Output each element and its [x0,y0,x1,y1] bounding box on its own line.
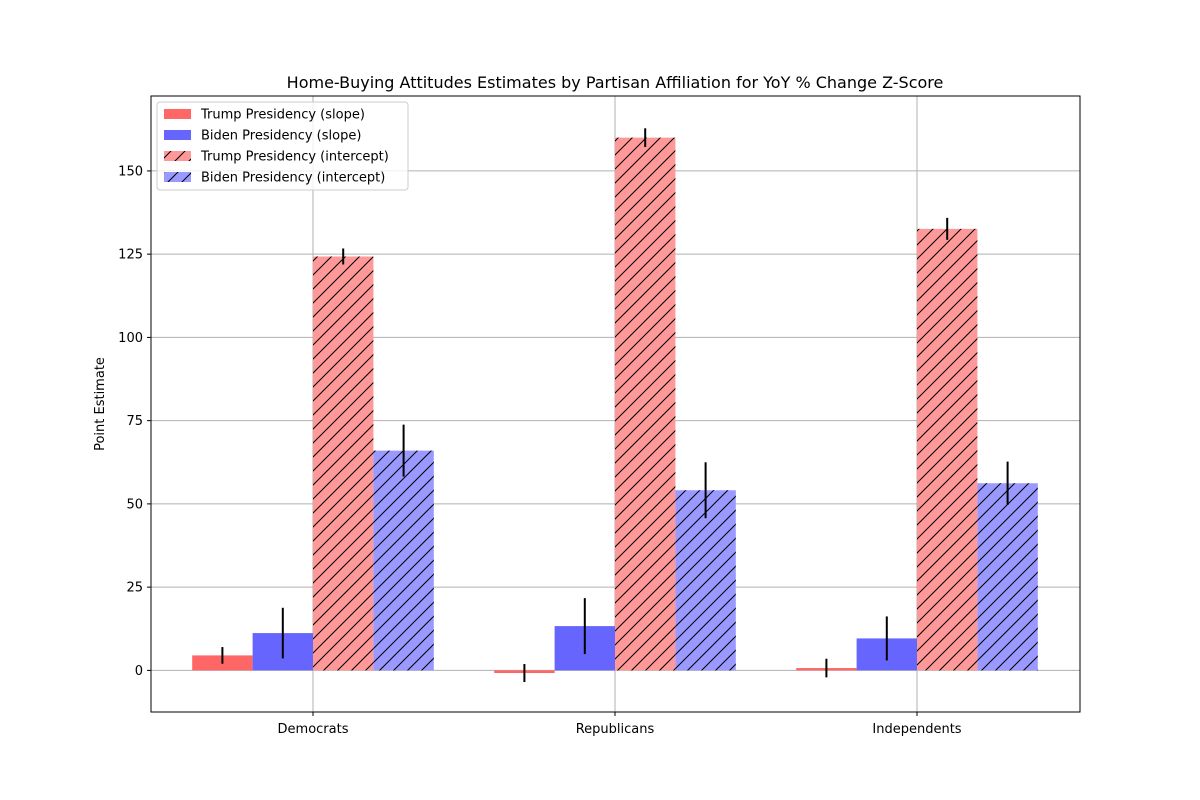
y-axis-label: Point Estimate [93,357,108,451]
y-tick-label: 25 [126,581,143,596]
legend-swatch-hatch [164,151,191,161]
legend-label: Biden Presidency (intercept) [201,171,385,186]
legend-label: Biden Presidency (slope) [201,129,361,144]
y-tick-label: 0 [135,664,143,679]
legend-label: Trump Presidency (slope) [200,108,365,123]
legend-swatch-hatch [164,172,191,182]
bar-hatch-series-3 [313,256,374,671]
legend-label: Trump Presidency (intercept) [200,150,389,165]
error-bars-layer [221,128,1009,683]
x-tick-label: Democrats [278,722,349,737]
x-tick-label: Independents [872,722,961,737]
x-tick-label: Republicans [576,722,655,737]
y-tick-label: 100 [118,331,143,346]
legend-box [156,101,409,191]
bar-hatch-series-4 [373,450,434,671]
legend-swatch [164,130,191,140]
y-tick-label: 75 [126,414,143,429]
y-tick-label: 50 [126,497,143,512]
bar-hatch-series-4 [675,490,736,671]
y-tick-label: 125 [118,248,143,263]
bar-hatch-series-3 [917,228,978,671]
bar-hatch-series-4 [977,483,1038,671]
y-tick-label: 150 [118,164,143,179]
bar-hatch-series-3 [615,137,676,671]
bars-layer [192,137,1038,674]
chart-title: Home-Buying Attitudes Estimates by Parti… [287,73,944,92]
legend-swatch [164,109,191,119]
legend: Trump Presidency (slope) Biden Presidency… [156,101,409,191]
ticks-layer: 0 25 50 75 100 125 150 Democrats Republicans Inde… [118,164,962,737]
